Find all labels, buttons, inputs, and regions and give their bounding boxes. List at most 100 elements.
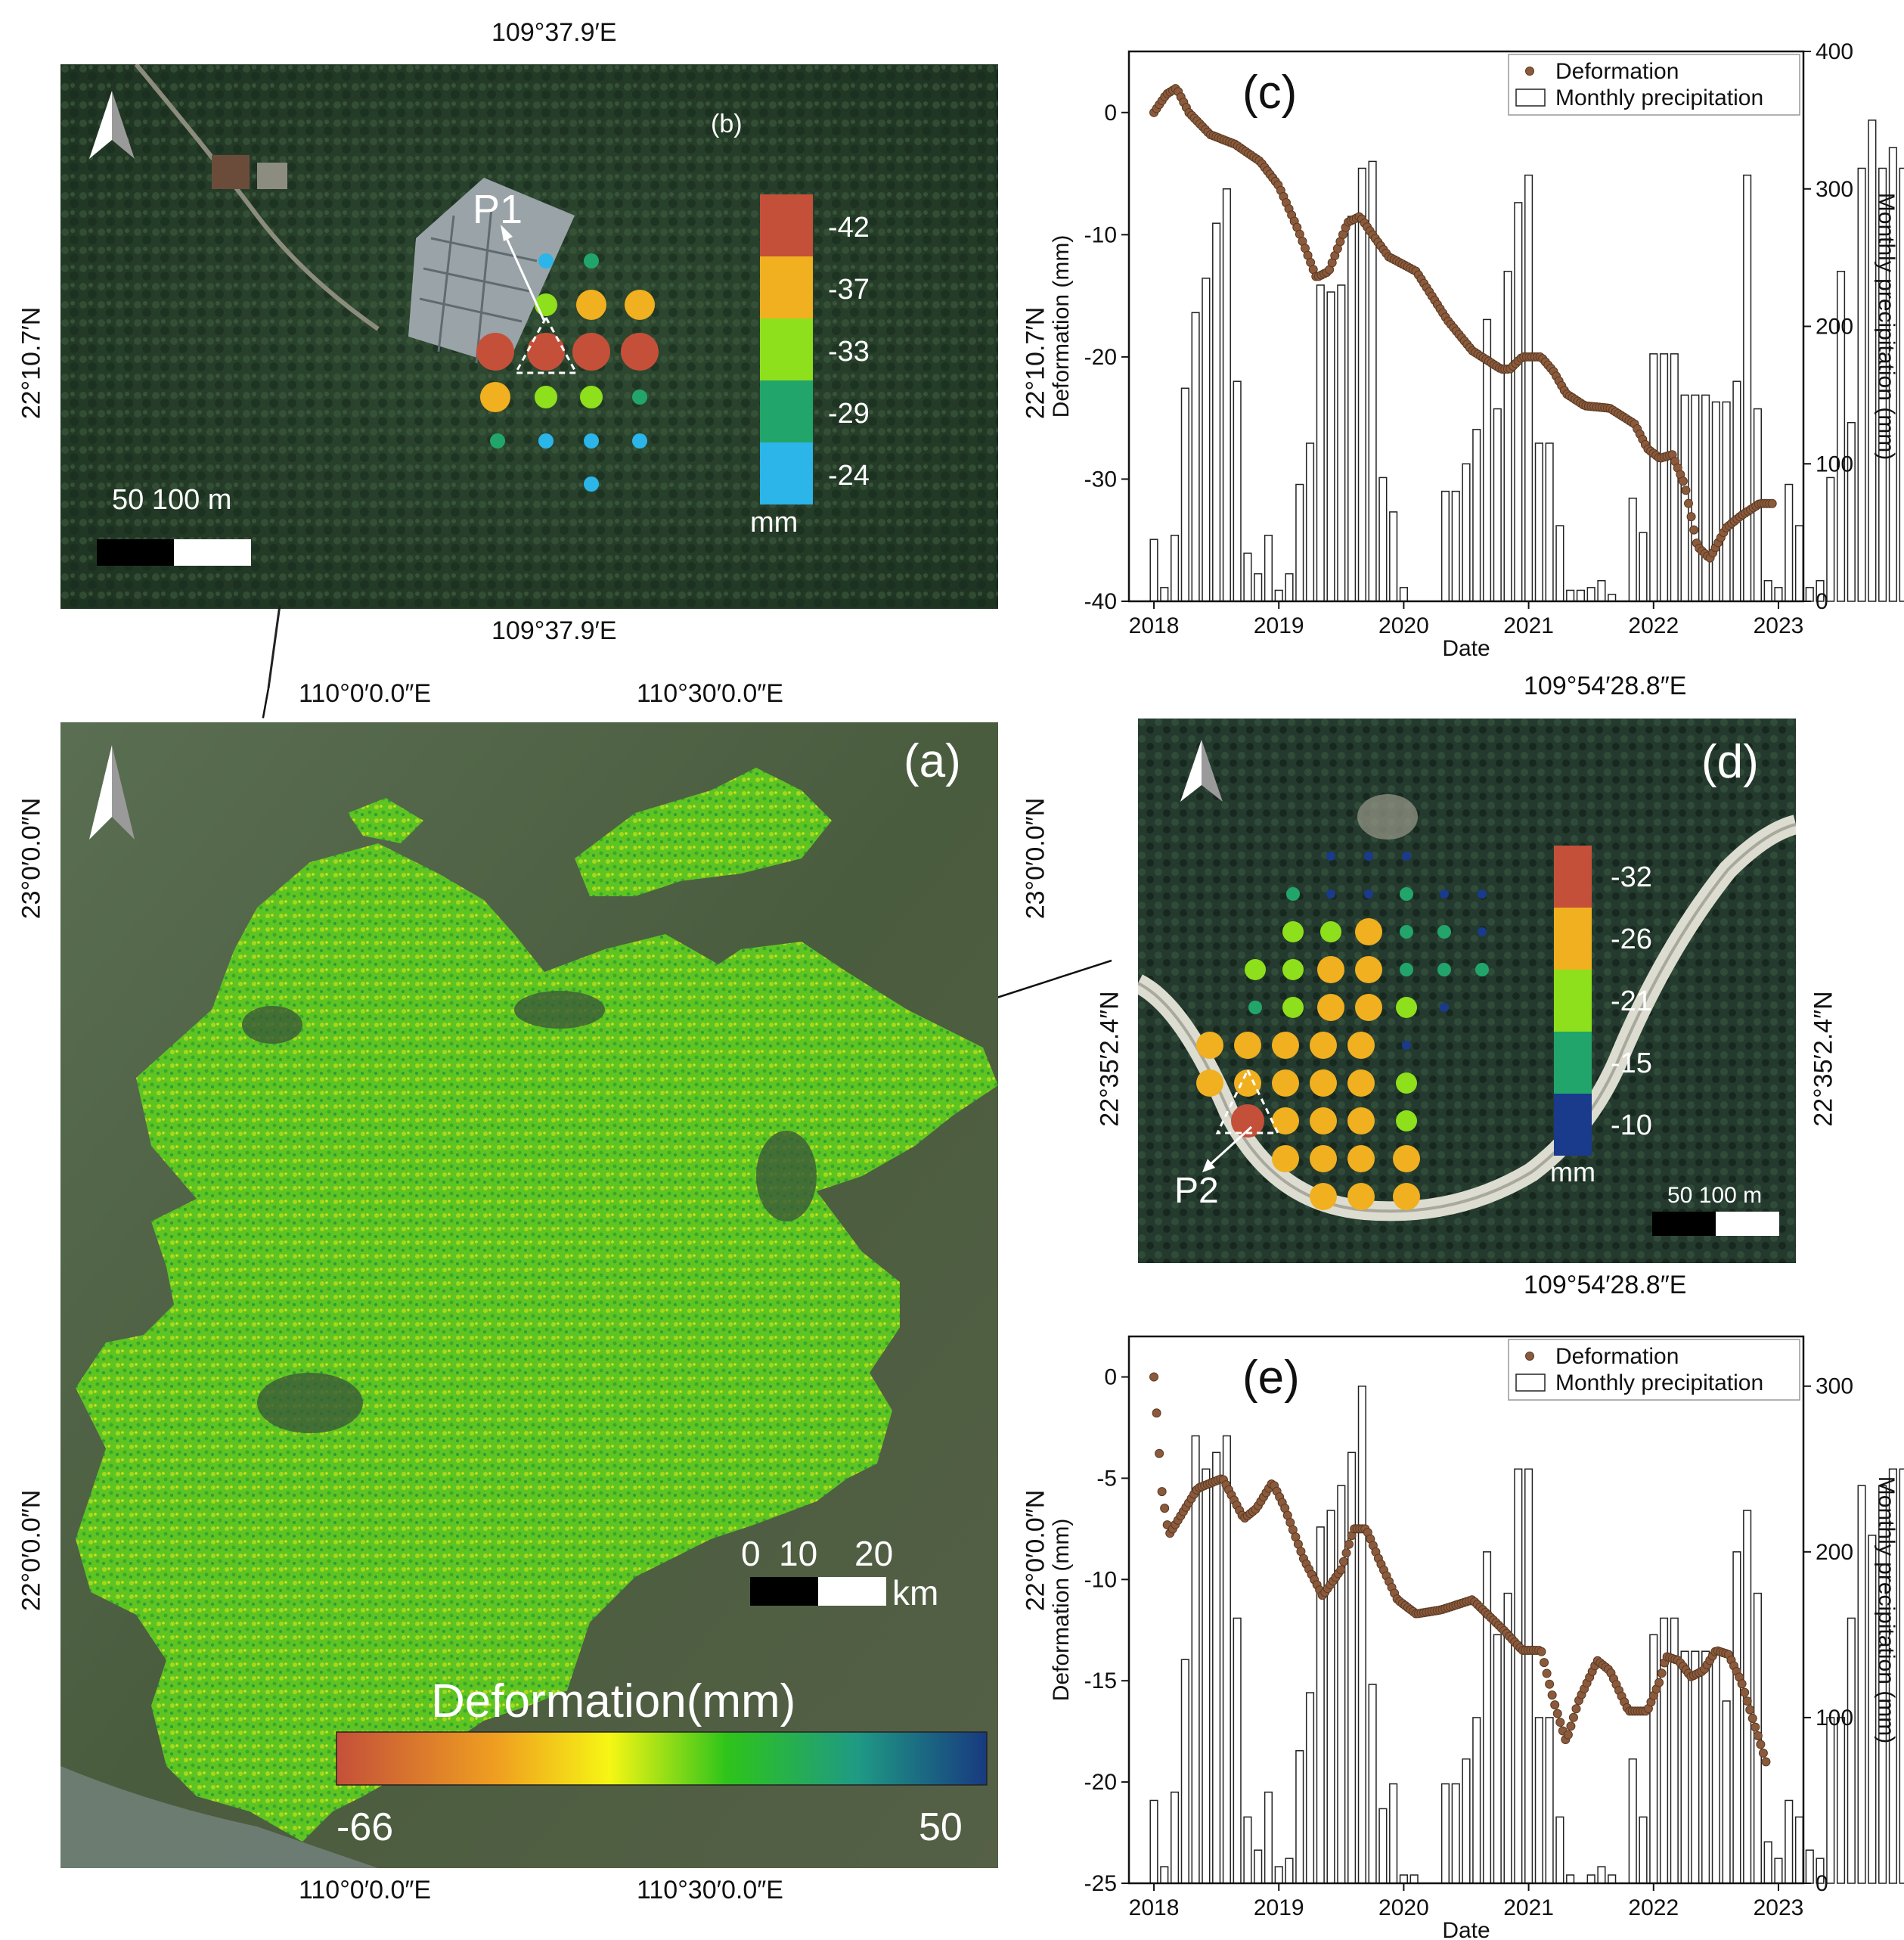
chart-e-precip-bar <box>1816 1858 1825 1884</box>
chart-e-axes-frame <box>1127 1335 1805 1885</box>
chart-e-precip-bar <box>1805 1849 1814 1884</box>
chart-e-deformation-point <box>1344 1539 1354 1549</box>
chart-e-x-tick-label: 2019 <box>1254 1895 1304 1920</box>
chart-c-y2-tick-label: 100 <box>1816 452 1853 476</box>
chart-c-precip-bar <box>1305 442 1315 602</box>
chart-e-precip-bar <box>1691 1650 1700 1884</box>
legend-b-swatch-0 <box>760 194 813 256</box>
chart-e-precip-bar <box>1337 1485 1346 1884</box>
chart-e-deformation-point <box>1341 1548 1351 1558</box>
chart-e-deformation-point <box>1753 1730 1763 1740</box>
panel-d-map: P2 (d) -32 -26 -21 -15 -10 mm 50 100 m <box>1138 719 1796 1263</box>
chart-e-precip-bar <box>1462 1758 1471 1884</box>
chart-c-precip-bar <box>1493 408 1502 602</box>
chart-c-precip-bar <box>1254 573 1263 602</box>
chart-e-legend-marker <box>1525 1352 1534 1361</box>
chart-e-precip-bar <box>1794 1816 1804 1884</box>
chart-e-y-tick-label: -25 <box>1084 1871 1117 1896</box>
legend-d: -32 -26 -21 -15 -10 mm <box>1550 846 1652 1187</box>
chart-c-precip-bar <box>1378 476 1388 602</box>
north-arrow-icon <box>89 745 135 840</box>
legend-b-value-0: -42 <box>828 212 870 244</box>
chart-c-legend-marker <box>1525 67 1534 76</box>
chart-e-deformation-point <box>1338 1557 1348 1566</box>
chart-e-precip-bar <box>1243 1816 1252 1884</box>
chart-e-precip-bar <box>1524 1468 1533 1884</box>
chart-c-precip-bar <box>1826 476 1835 602</box>
chart-c-precip-bar <box>1545 442 1554 602</box>
p2-leader <box>1208 1125 1253 1166</box>
chart-c-precip-bar <box>1608 594 1617 602</box>
chart-c-precip-bar <box>1202 278 1211 602</box>
panel-d-letter: (d) <box>1701 736 1759 788</box>
panel-d-top-tick: 109°54′28.8″E <box>1524 672 1687 700</box>
chart-e-y-tick-label: -20 <box>1084 1770 1117 1795</box>
chart-e-precip-bar <box>1732 1551 1741 1884</box>
chart-e-deformation-point <box>1542 1668 1552 1678</box>
chart-e-precip-bar <box>1285 1858 1294 1884</box>
chart-c-precip-bar <box>1389 511 1398 602</box>
chart-e-precip-bar <box>1149 1799 1158 1884</box>
chart-e-legend-deformation: Deformation <box>1555 1344 1679 1369</box>
chart-e-precip-bar <box>1180 1659 1189 1884</box>
chart-c-y-axis-label: Deformation (mm) <box>1049 235 1074 418</box>
chart-e-precip-bar <box>1274 1866 1283 1884</box>
colorbar-a-gradient <box>336 1731 988 1786</box>
chart-c-precip-bar <box>1555 525 1564 602</box>
legend-d-unit: mm <box>1550 1156 1595 1187</box>
chart-e-precip-bar <box>1836 1717 1846 1884</box>
chart-e-precip-bar <box>1847 1617 1856 1884</box>
colorbar-a-max: 50 <box>919 1805 963 1849</box>
chart-c-precip-bar <box>1440 490 1450 602</box>
chart-c-precip-bar <box>1191 312 1200 602</box>
chart-c-precip-bar <box>1785 483 1794 602</box>
chart-c-precip-bar <box>1743 174 1752 602</box>
panel-a-bottom-tick-0: 110°0′0.0″E <box>299 1876 432 1904</box>
chart-e-precip-bar <box>1326 1510 1335 1884</box>
chart-c-precip-bar <box>1847 421 1856 602</box>
chart-e-deformation-point <box>1745 1705 1755 1715</box>
legend-b-unit: mm <box>750 507 798 539</box>
chart-e-deformation-point <box>1157 1487 1167 1497</box>
chart-e-precip-bar <box>1878 1485 1887 1884</box>
chart-e-y-axis-label: Deformation (mm) <box>1049 1519 1074 1702</box>
chart-e-precip-bar <box>1597 1866 1606 1884</box>
colorbar-a-min: -66 <box>336 1805 393 1849</box>
chart-c-precip-bar <box>1274 589 1283 602</box>
chart-e-precip-bar <box>1212 1451 1221 1884</box>
chart-e-precip-bar <box>1305 1692 1315 1884</box>
chart-e-precip-bar <box>1586 1874 1595 1884</box>
chart-e-deformation-point <box>1540 1658 1549 1668</box>
scalebar-b-label: 50 100 m <box>112 484 231 516</box>
p1-label: P1 <box>473 187 523 232</box>
legend-b-value-1: -37 <box>828 274 870 306</box>
chart-e-deformation-point <box>1152 1408 1161 1418</box>
chart-e-precip-bar <box>1888 1468 1897 1884</box>
chart-e-precip-bar <box>1774 1858 1783 1884</box>
chart-c-precip-bar <box>1285 573 1294 602</box>
panel-a-left-tick-1: 22°0′0.0″N <box>17 1489 46 1612</box>
chart-c-precip-bar <box>1503 271 1512 602</box>
chart-e-precip-bar <box>1868 1535 1877 1884</box>
panel-b-map: P1 (b) -42 -37 -33 -29 -24 mm 50 100 m <box>60 64 998 609</box>
legend-d-swatch-0 <box>1554 846 1592 908</box>
chart-e-y2-axis-label: Monthly precipitation (mm) <box>1874 1476 1899 1743</box>
chart-e-precip-bar <box>1701 1650 1710 1884</box>
chart-e-deformation-point <box>1563 1730 1573 1740</box>
chart-e-precip-bar <box>1628 1758 1637 1884</box>
chart-e-precip-bar <box>1555 1816 1564 1884</box>
chart-c-y-tick-label: 0 <box>1104 101 1117 126</box>
chart-c: 2018 2019 2020 2021 2022 2023 0 -10 -20 -30 -40 0 10… <box>1049 39 1904 661</box>
chart-c-precip-bar <box>1534 442 1543 602</box>
chart-e-deformation-point <box>1571 1704 1581 1714</box>
chart-c-precip-bar <box>1857 167 1866 602</box>
chart-e-y2-tick-label: 200 <box>1816 1540 1853 1565</box>
chart-c-precip-bar <box>1628 497 1637 602</box>
chart-c-y-tick-label: -40 <box>1084 589 1117 614</box>
deformation-field <box>76 768 998 1842</box>
scalebar-b: 50 100 m <box>97 484 251 566</box>
deformation-points-d <box>1196 852 1489 1210</box>
chart-e-deformation-point <box>1737 1679 1747 1689</box>
chart-c-x-tick-label: 2020 <box>1378 613 1429 638</box>
chart-c-deformation-point <box>1681 486 1691 495</box>
